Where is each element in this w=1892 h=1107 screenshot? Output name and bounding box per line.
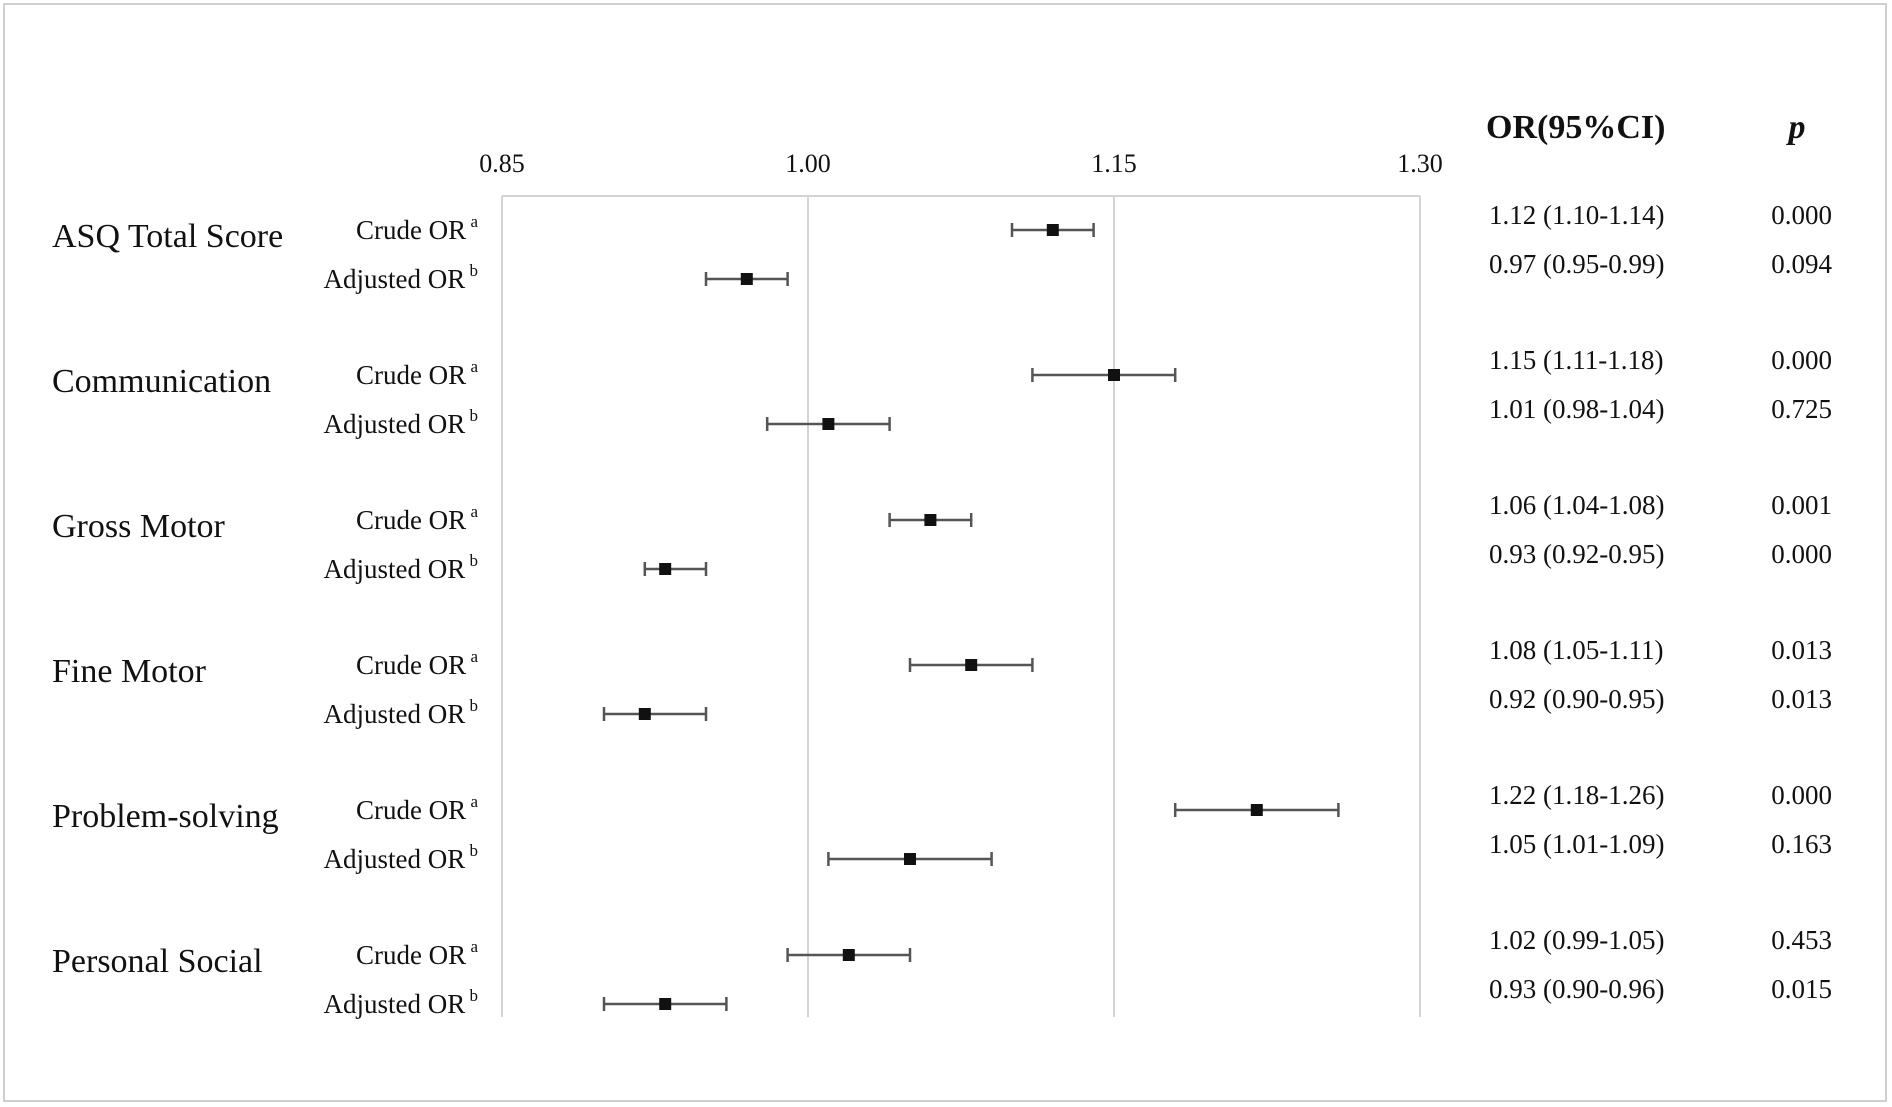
group-label: Problem-solving [52,798,279,835]
adjusted-row-label-superscript: b [465,551,478,570]
adjusted-row-label-superscript: b [465,261,478,280]
adjusted-or-ci-value: 0.97 (0.95-0.99) [1489,249,1664,279]
crude-or-ci-value: 1.15 (1.11-1.18) [1489,345,1663,375]
group-fine-motor: Fine Motor Crude OR a 1.08 (1.05-1.11) 0.01… [52,635,1832,729]
group-personal-social: Personal Social Crude OR a 1.02 (0.99-1.05… [52,925,1832,1019]
adjusted-row-label-text: Adjusted OR [324,989,466,1019]
adjusted-row-label-text: Adjusted OR [324,409,466,439]
crude-row-label-superscript: a [466,502,478,521]
adjusted-or-marker [659,998,672,1010]
group-gross-motor: Gross Motor Crude OR a 1.06 (1.04-1.08) 0.0… [52,490,1832,584]
adjusted-or-marker [822,418,835,430]
adjusted-p-value: 0.725 [1771,394,1832,424]
grid [501,195,1421,1017]
adjusted-or-ci-value: 1.05 (1.01-1.09) [1489,829,1664,859]
crude-p-value: 0.001 [1771,490,1832,520]
adjusted-or-marker [740,273,753,285]
x-tick-label: 0.85 [479,149,525,178]
crude-p-value: 0.453 [1771,925,1832,955]
x-tick-label: 1.00 [785,149,831,178]
adjusted-or-marker [904,853,916,865]
crude-or-marker [1250,804,1263,816]
crude-or-ci-value: 1.12 (1.10-1.14) [1489,200,1664,230]
crude-row-label: Crude OR a [356,357,479,390]
crude-p-value: 0.000 [1771,780,1832,810]
adjusted-or-ci-value: 1.01 (0.98-1.04) [1489,394,1664,424]
adjusted-row-label: Adjusted OR b [324,841,479,874]
group-problem-solving: Problem-solving Crude OR a 1.22 (1.18-1.26… [52,780,1832,874]
adjusted-p-value: 0.094 [1771,249,1832,279]
adjusted-or-marker [638,708,651,720]
group-asq-total-score: ASQ Total Score Crude OR a 1.12 (1.10-1.14… [52,200,1833,294]
crude-row-label: Crude OR a [356,647,479,680]
group-label: Personal Social [52,943,263,980]
figure-frame [3,3,1887,1102]
crude-row-label: Crude OR a [356,212,479,245]
adjusted-row-label-text: Adjusted OR [324,699,466,729]
adjusted-row-label: Adjusted OR b [324,261,479,294]
crude-or-ci-value: 1.22 (1.18-1.26) [1489,780,1664,810]
x-tick-label: 1.15 [1091,149,1137,178]
adjusted-row-label-text: Adjusted OR [324,264,466,294]
adjusted-row-label-superscript: b [465,406,478,425]
crude-row-label-text: Crude OR [356,360,466,390]
crude-or-marker [1046,224,1059,236]
header-or-ci: OR(95%CI) [1486,109,1665,146]
adjusted-row-label: Adjusted OR b [324,551,479,584]
crude-p-value: 0.013 [1771,635,1832,665]
crude-or-marker [924,514,937,526]
crude-or-ci-value: 1.06 (1.04-1.08) [1489,490,1664,520]
table-header: OR(95%CI) p [1486,109,1806,146]
crude-row-label-text: Crude OR [356,215,466,245]
crude-p-value: 0.000 [1771,200,1832,230]
crude-or-ci-value: 1.02 (0.99-1.05) [1489,925,1664,955]
adjusted-row-label-superscript: b [465,696,478,715]
adjusted-p-value: 0.000 [1771,539,1832,569]
adjusted-row-label-superscript: b [465,841,478,860]
crude-row-label-text: Crude OR [356,795,466,825]
adjusted-p-value: 0.163 [1771,829,1832,859]
crude-row-label-text: Crude OR [356,650,466,680]
crude-or-marker [842,949,855,961]
crude-row-label-superscript: a [466,647,478,666]
group-label: Gross Motor [52,508,226,545]
adjusted-row-label-superscript: b [465,986,478,1005]
crude-row-label-superscript: a [466,357,478,376]
group-communication: Communication Crude OR a 1.15 (1.11-1.18) 0… [52,345,1832,439]
crude-row-label: Crude OR a [356,937,479,970]
crude-or-marker [965,659,978,671]
crude-p-value: 0.000 [1771,345,1832,375]
adjusted-row-label-text: Adjusted OR [324,554,466,584]
crude-row-label-text: Crude OR [356,940,466,970]
adjusted-row-label: Adjusted OR b [324,696,479,729]
crude-row-label: Crude OR a [356,502,479,535]
x-tick-label: 1.30 [1397,149,1443,178]
adjusted-row-label-text: Adjusted OR [324,844,466,874]
crude-or-marker [1108,369,1120,381]
adjusted-p-value: 0.013 [1771,684,1832,714]
adjusted-or-ci-value: 0.92 (0.90-0.95) [1489,684,1664,714]
adjusted-row-label: Adjusted OR b [324,986,479,1019]
crude-row-label-superscript: a [466,212,478,231]
crude-row-label: Crude OR a [356,792,479,825]
crude-or-ci-value: 1.08 (1.05-1.11) [1489,635,1663,665]
adjusted-or-ci-value: 0.93 (0.90-0.96) [1489,974,1664,1004]
group-label: Fine Motor [52,653,207,690]
crude-row-label-superscript: a [466,792,478,811]
adjusted-p-value: 0.015 [1771,974,1832,1004]
adjusted-row-label: Adjusted OR b [324,406,479,439]
header-p: p [1786,109,1806,146]
adjusted-or-marker [659,563,672,575]
rows: ASQ Total Score Crude OR a 1.12 (1.10-1.14… [52,200,1833,1019]
group-label: ASQ Total Score [52,218,283,255]
adjusted-or-ci-value: 0.93 (0.92-0.95) [1489,539,1664,569]
crude-row-label-superscript: a [466,937,478,956]
group-label: Communication [52,363,271,400]
x-tick-labels: 0.85 1.00 1.15 1.30 [479,149,1443,178]
crude-row-label-text: Crude OR [356,505,466,535]
